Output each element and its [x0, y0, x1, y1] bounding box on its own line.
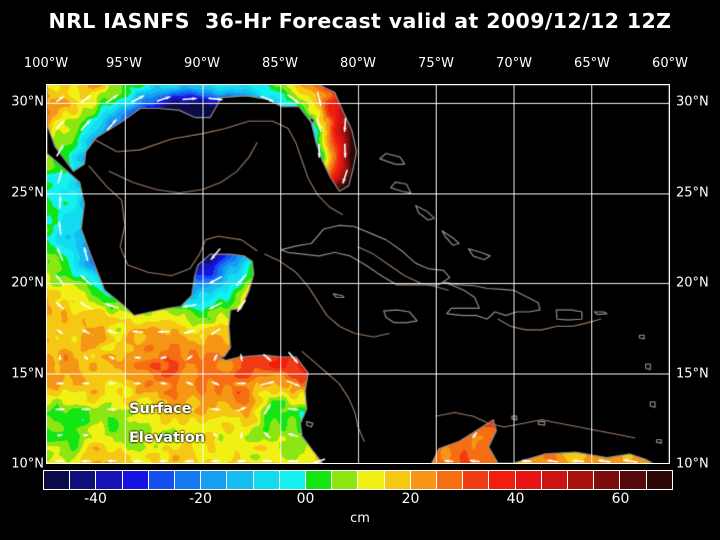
- colorbar-swatch: [358, 471, 385, 489]
- longitude-tick-label: 90°W: [184, 56, 220, 71]
- latitude-tick-label: 20°N: [676, 275, 709, 291]
- latitude-tick-label: 10°N: [11, 456, 44, 472]
- colorbar-swatch: [96, 471, 123, 489]
- colorbar-swatch: [227, 471, 254, 489]
- latitude-tick-label: 15°N: [676, 366, 709, 382]
- colorbar-tick-label: 20: [401, 491, 420, 507]
- longitude-tick-label: 95°W: [106, 56, 142, 71]
- colorbar-unit-label: cm: [350, 511, 370, 526]
- colorbar-swatch: [201, 471, 228, 489]
- longitude-tick-label: 85°W: [262, 56, 298, 71]
- latitude-tick-label: 30°N: [676, 94, 709, 110]
- page-title: NRL IASNFS 36-Hr Forecast valid at 2009/…: [48, 9, 672, 33]
- longitude-tick-label: 100°W: [23, 56, 69, 71]
- latitude-tick-label: 10°N: [676, 456, 709, 472]
- colorbar-swatch: [148, 471, 176, 489]
- latitude-tick-label: 25°N: [11, 185, 44, 201]
- colorbar-swatch: [463, 471, 490, 489]
- colorbar-tick-label: -20: [189, 491, 212, 507]
- colorbar-swatch: [437, 471, 464, 489]
- colorbar-swatch: [332, 471, 359, 489]
- colorbar-swatch: [279, 471, 307, 489]
- colorbar-tick-label: 60: [611, 491, 630, 507]
- colorbar-tick-label: -40: [84, 491, 107, 507]
- colorbar-swatch: [175, 471, 202, 489]
- colorbar-swatch: [253, 471, 280, 489]
- longitude-tick-label: 80°W: [340, 56, 376, 71]
- latitude-tick-label: 25°N: [676, 185, 709, 201]
- colorbar: [43, 470, 673, 490]
- colorbar-swatch: [44, 471, 71, 489]
- map-canvas: [47, 85, 669, 463]
- colorbar-swatch: [384, 471, 411, 489]
- longitude-tick-label: 75°W: [418, 56, 454, 71]
- longitude-tick-label: 70°W: [496, 56, 532, 71]
- map-plot-area: Surface Elevation: [46, 84, 670, 464]
- colorbar-tick-label: 00: [296, 491, 315, 507]
- colorbar-swatch: [568, 471, 595, 489]
- longitude-tick-label: 60°W: [652, 56, 688, 71]
- colorbar-swatch: [594, 471, 621, 489]
- latitude-tick-label: 15°N: [11, 366, 44, 382]
- colorbar-swatch: [620, 471, 647, 489]
- colorbar-swatch: [306, 471, 333, 489]
- latitude-tick-label: 30°N: [11, 94, 44, 110]
- longitude-tick-label: 65°W: [574, 56, 610, 71]
- colorbar-swatch: [646, 471, 672, 489]
- colorbar-swatch: [122, 471, 149, 489]
- colorbar-swatch: [515, 471, 542, 489]
- colorbar-swatch: [541, 471, 569, 489]
- colorbar-swatch: [489, 471, 516, 489]
- colorbar-tick-label: 40: [506, 491, 525, 507]
- colorbar-swatch: [70, 471, 97, 489]
- colorbar-swatch: [410, 471, 438, 489]
- latitude-tick-label: 20°N: [11, 275, 44, 291]
